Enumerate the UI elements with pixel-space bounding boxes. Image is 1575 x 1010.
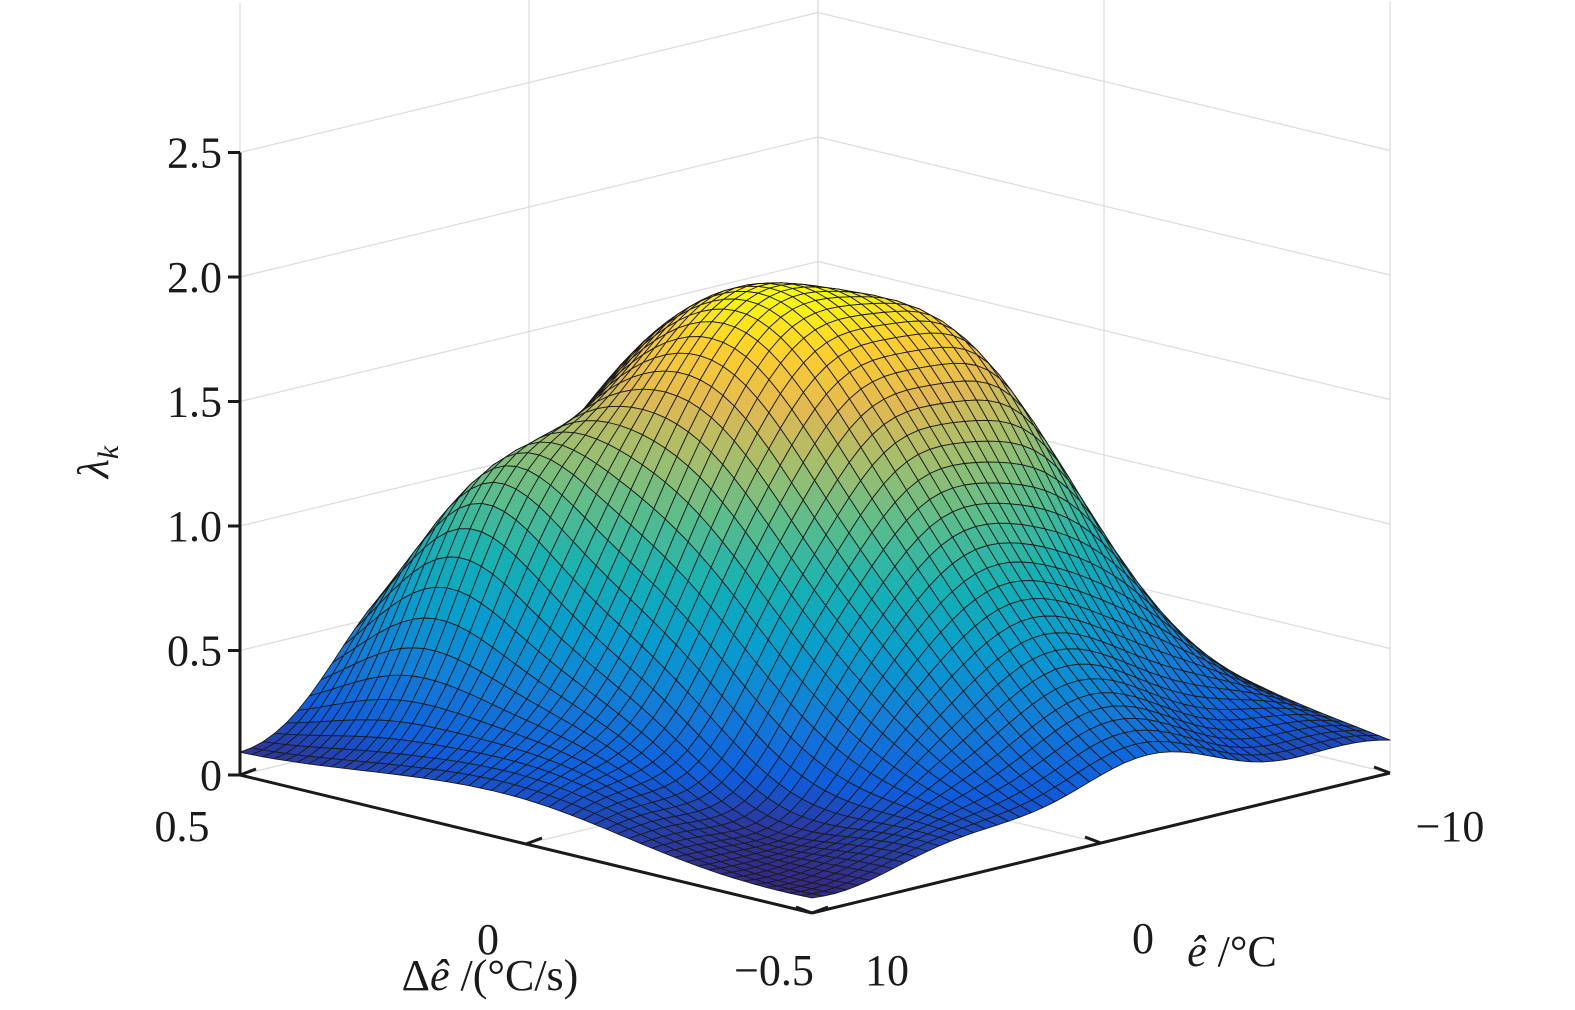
grid-line-z-5	[239, 11, 1391, 154]
x-axis-label: ê /°C	[1187, 927, 1277, 976]
z-tick-label-4: 2.0	[167, 253, 222, 302]
z-tick-label-0: 0	[200, 751, 222, 800]
z-axis-label: λk	[69, 445, 125, 480]
z-tick-label-2: 1.0	[167, 502, 222, 551]
x-tick-label-1: 0	[1132, 914, 1154, 963]
grid-line-z-4	[239, 136, 1391, 278]
y-tick-label-2: −0.5	[734, 946, 814, 995]
x-tick-2	[1373, 765, 1391, 775]
x-tick-label-2: −10	[1416, 802, 1485, 851]
axes: 00.51.01.52.02.50.50−0.5 100−10	[155, 129, 1485, 996]
y-tick-1	[525, 836, 543, 846]
y-axis-label: Δê /(°C/s)	[402, 951, 579, 1000]
y-tick-label-0: 0.5	[155, 802, 210, 851]
y-tick-0	[239, 767, 257, 777]
x-tick-0	[795, 905, 813, 915]
surface-patch	[800, 893, 825, 899]
x-tick-label-0: 10	[865, 946, 909, 995]
z-tick-label-1: 0.5	[167, 627, 222, 676]
y-tick-label-1: 0	[477, 915, 499, 964]
z-tick-label-5: 2.5	[167, 129, 222, 178]
surface-plot	[239, 282, 1391, 899]
x-tick-1	[1084, 835, 1102, 845]
z-tick-label-3: 1.5	[167, 378, 222, 427]
